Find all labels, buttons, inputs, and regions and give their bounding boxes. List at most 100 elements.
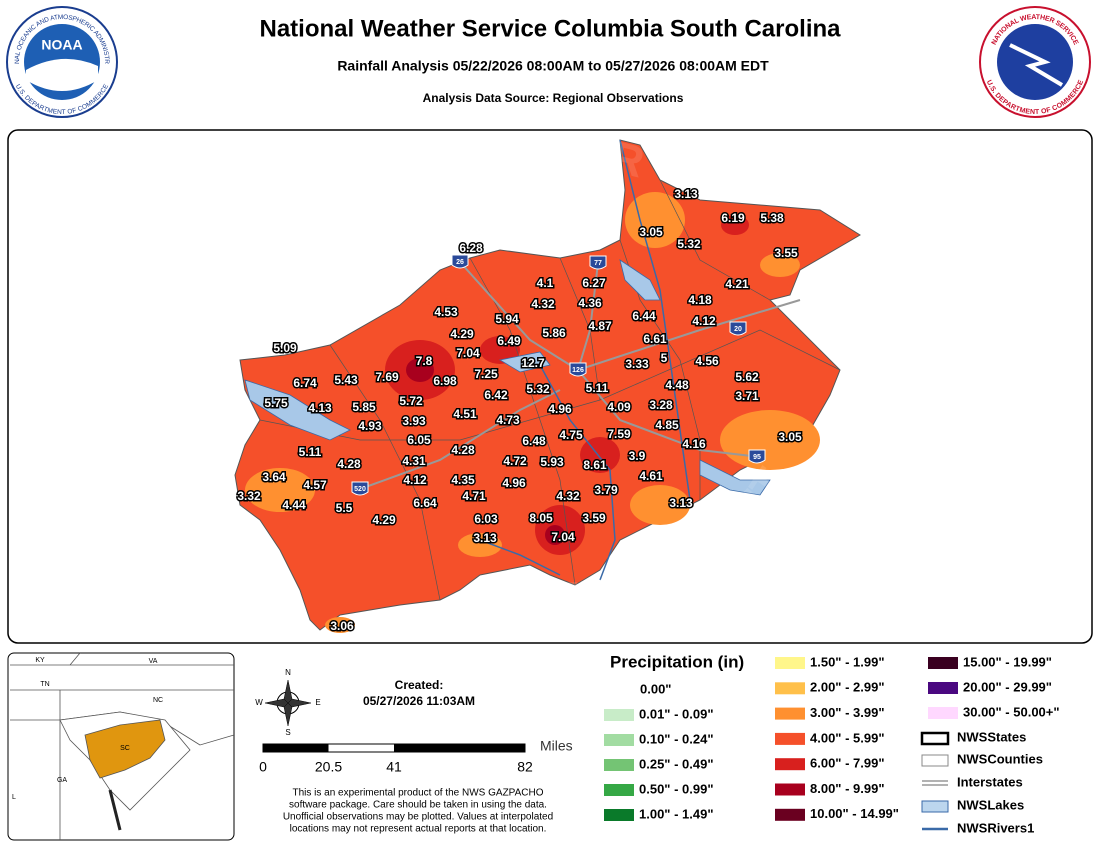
observation: 5.85 [352, 400, 376, 414]
legend-label: 30.00" - 50.00+" [963, 704, 1060, 719]
legend-label: 0.00" [640, 681, 671, 696]
legend-swatch [775, 783, 805, 796]
observation: 6.03 [474, 512, 498, 526]
legend-swatch [604, 759, 634, 771]
scale-tick-label: 41 [386, 759, 402, 775]
disclaimer-line: locations may not represent actual repor… [290, 824, 547, 835]
legend-layer-symbol [920, 731, 950, 746]
inset-label: NC [153, 697, 163, 704]
legend-layer-label: Interstates [957, 774, 1023, 789]
legend-layer-symbol [921, 754, 949, 767]
observation: 5.72 [399, 394, 423, 408]
nws-logo: NATIONAL WEATHER SERVICE U.S. DEPARTMENT… [979, 6, 1091, 118]
route-shield [729, 321, 747, 336]
observation: 4.61 [639, 469, 663, 483]
observation: 7.04 [551, 530, 575, 544]
legend-swatch [604, 784, 634, 796]
legend-swatch [775, 732, 805, 745]
route-number: 126 [572, 367, 584, 374]
legend-label: 15.00" - 19.99" [963, 654, 1052, 669]
route-number: 95 [753, 454, 761, 461]
observation: 6.28 [459, 241, 483, 255]
observation: 3.13 [674, 187, 698, 201]
legend-label: 20.00" - 29.99" [963, 679, 1052, 694]
legend-swatch [775, 707, 805, 720]
observation: 5.62 [735, 370, 759, 384]
compass-letter: W [255, 698, 263, 707]
observation: 4.44 [282, 498, 306, 512]
compass-letter: S [285, 728, 290, 737]
source: Analysis Data Source: Regional Observati… [423, 91, 684, 105]
disclaimer-line: software package. Care should be taken i… [289, 800, 547, 811]
created-time: 05/27/2026 11:03AM [363, 694, 475, 708]
observation: 5.5 [336, 501, 353, 515]
inset-label: L [12, 794, 16, 801]
legend-label: 0.25" - 0.49" [639, 756, 713, 771]
title: National Weather Service Columbia South … [259, 15, 841, 42]
legend-label: 0.50" - 0.99" [639, 781, 713, 796]
legend-label: 0.01" - 0.09" [639, 706, 713, 721]
inset-label: KY [35, 657, 45, 664]
noaa-name: NOAA [41, 37, 82, 53]
scale-segment [394, 744, 525, 752]
legend-swatch [928, 707, 958, 719]
legend-swatch [604, 809, 634, 821]
legend-swatch [775, 682, 805, 695]
legend-layer-symbol [922, 780, 948, 786]
observation: 7.8 [416, 354, 433, 368]
inset-label: GA [57, 777, 67, 784]
observation: 6.05 [407, 433, 431, 447]
route-number: 77 [594, 260, 602, 267]
observation: 3.06 [330, 619, 354, 633]
observation: 3.59 [582, 511, 606, 525]
compass [264, 679, 312, 727]
observation: 3.05 [639, 225, 663, 239]
observation: 5.11 [586, 381, 609, 395]
legend-layer-label: NWSCounties [957, 751, 1043, 766]
scale-tick-label: 0 [259, 759, 267, 775]
observation: 12.7 [521, 356, 545, 370]
observation: 4.21 [725, 277, 749, 291]
observation: 7.25 [474, 367, 498, 381]
legend-label: 2.00" - 2.99" [810, 680, 884, 695]
observation: 4.96 [502, 476, 526, 490]
noaa-logo: NOAA NATIONAL OCEANIC AND ATMOSPHERIC AD… [0, 0, 118, 118]
legend-label: 3.00" - 3.99" [810, 705, 884, 720]
observation: 6.48 [522, 434, 546, 448]
observation: 4.87 [588, 319, 612, 333]
scale-segment [263, 744, 329, 752]
legend-swatch [775, 808, 805, 821]
observation: 5.43 [334, 373, 358, 387]
disclaimer-line: This is an experimental product of the N… [292, 788, 543, 799]
legend-swatch [928, 657, 958, 669]
observation: 6.64 [413, 496, 437, 510]
observation: 6.98 [433, 374, 457, 388]
observation: 5.75 [264, 396, 288, 410]
compass-letter: N [285, 668, 291, 677]
legend-swatch [928, 682, 958, 694]
observation: 4.71 [462, 489, 486, 503]
legend-swatch [604, 709, 634, 721]
inset-label: VA [149, 658, 158, 665]
observation: 4.72 [503, 454, 527, 468]
observation: 3.05 [778, 430, 802, 444]
route-number: 520 [354, 486, 366, 493]
disclaimer-line: Unofficial observations may be plotted. … [283, 812, 553, 823]
observation: 4.48 [665, 378, 689, 392]
observation: 3.13 [473, 531, 497, 545]
legend-layer-label: NWSRivers1 [957, 820, 1034, 835]
legend-swatch [604, 734, 634, 746]
route-number: 26 [456, 259, 464, 266]
scale-tick-label: 20.5 [315, 759, 342, 775]
observation: 5.93 [540, 455, 564, 469]
observation: 4.32 [556, 489, 580, 503]
route-shield [569, 362, 587, 377]
observation: 3.55 [774, 246, 798, 260]
observation: 5.38 [760, 211, 784, 225]
observation: 4.16 [682, 437, 706, 451]
observation: 4.36 [578, 296, 602, 310]
legend-layer-label: NWSStates [957, 729, 1026, 744]
observation: 4.18 [688, 293, 712, 307]
observation: 7.69 [375, 370, 399, 384]
